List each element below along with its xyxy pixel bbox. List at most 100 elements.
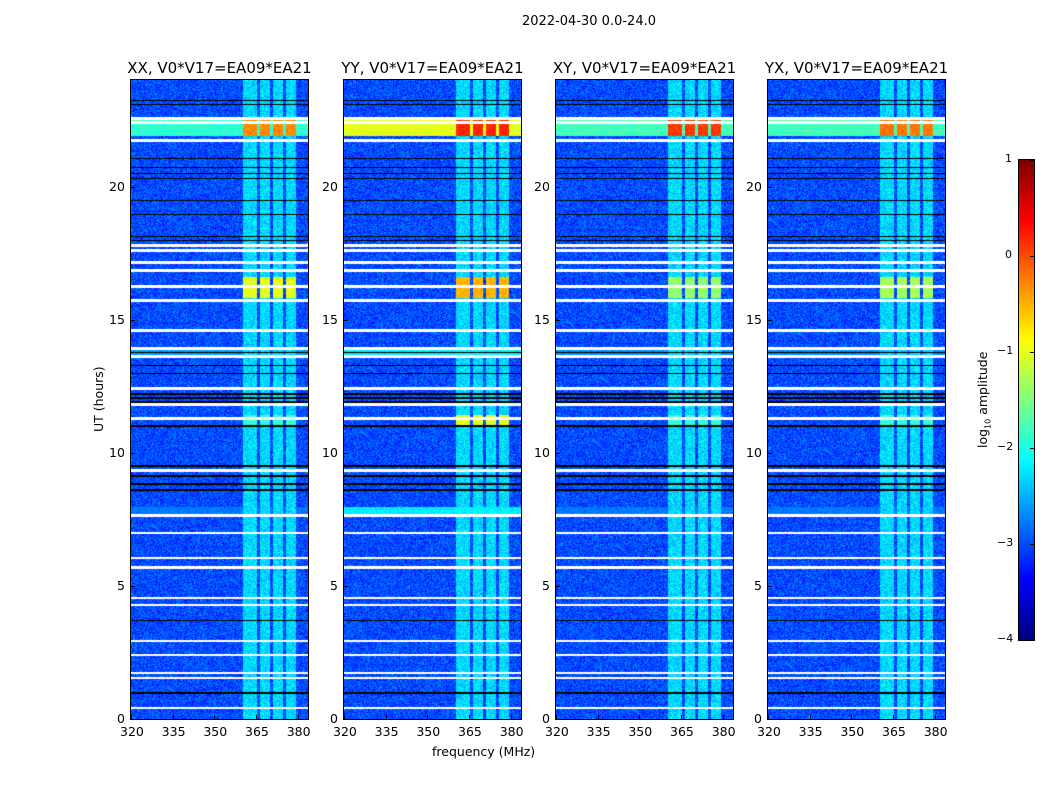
y-tick-mark bbox=[344, 319, 348, 321]
panel-title-xx: XX, V0*V17=EA09*EA21 bbox=[127, 59, 312, 77]
y-tick-label: 20 bbox=[322, 178, 338, 194]
x-tick-label: 365 bbox=[882, 724, 906, 739]
x-tick-mark bbox=[172, 715, 174, 719]
y-tick-label: 10 bbox=[322, 444, 338, 460]
y-axis-label: UT (hours) bbox=[91, 366, 106, 432]
x-tick-mark bbox=[214, 715, 216, 719]
y-tick-label: 5 bbox=[117, 577, 125, 593]
y-tick-label: 15 bbox=[109, 311, 125, 327]
y-tick-mark bbox=[131, 719, 135, 720]
x-axis-label: frequency (MHz) bbox=[432, 744, 536, 759]
x-tick-label: 380 bbox=[499, 724, 524, 739]
x-tick-label: 350 bbox=[416, 724, 441, 739]
y-tick-mark bbox=[556, 186, 560, 188]
y-tick-mark bbox=[556, 585, 560, 587]
heatmap-xx bbox=[131, 80, 308, 719]
x-tick-mark bbox=[256, 715, 258, 719]
colorbar-tick-label: −1 bbox=[997, 344, 1014, 357]
x-tick-mark bbox=[469, 715, 471, 719]
colorbar-tick-label: −2 bbox=[997, 440, 1014, 453]
y-tick-mark bbox=[131, 186, 135, 188]
y-tick-mark bbox=[556, 319, 560, 321]
x-tick-label: 380 bbox=[711, 724, 736, 739]
x-tick-label: 350 bbox=[840, 724, 865, 739]
panel-title-xy: XY, V0*V17=EA09*EA21 bbox=[552, 59, 737, 77]
colorbar-tick-mark bbox=[1030, 544, 1034, 545]
y-tick-mark bbox=[131, 452, 135, 454]
y-tick-mark bbox=[768, 186, 772, 188]
x-tick-label: 365 bbox=[458, 724, 482, 739]
y-tick-mark bbox=[344, 186, 348, 188]
x-tick-mark bbox=[681, 715, 683, 719]
colorbar-tick-mark bbox=[1030, 640, 1034, 641]
colorbar-tick-mark bbox=[1030, 256, 1034, 257]
x-tick-mark bbox=[131, 715, 132, 719]
x-tick-label: 320 bbox=[545, 724, 569, 739]
y-tick-label: 0 bbox=[330, 711, 338, 726]
colorbar-label-rest: amplitude bbox=[975, 351, 990, 419]
colorbar-label-main: log bbox=[975, 428, 990, 448]
panel-title-yy: YY, V0*V17=EA09*EA21 bbox=[341, 59, 524, 77]
colorbar-tick-mark bbox=[1030, 448, 1034, 449]
y-tick-mark bbox=[344, 585, 348, 587]
y-tick-mark bbox=[556, 719, 560, 720]
x-tick-label: 365 bbox=[670, 724, 694, 739]
x-tick-label: 320 bbox=[120, 724, 144, 739]
y-tick-mark bbox=[768, 319, 772, 321]
y-tick-label: 20 bbox=[746, 178, 762, 194]
y-tick-mark bbox=[768, 719, 772, 720]
colorbar-label-sub: 10 bbox=[983, 418, 993, 429]
y-tick-mark bbox=[344, 452, 348, 454]
x-tick-label: 380 bbox=[923, 724, 948, 739]
x-tick-mark bbox=[768, 715, 769, 719]
colorbar-tick-label: 0 bbox=[1005, 248, 1012, 261]
y-tick-label: 5 bbox=[542, 577, 550, 593]
x-tick-label: 320 bbox=[757, 724, 781, 739]
x-tick-mark bbox=[893, 715, 895, 719]
y-tick-mark bbox=[344, 719, 348, 720]
y-tick-label: 0 bbox=[542, 711, 550, 726]
x-tick-mark bbox=[722, 715, 724, 719]
x-tick-mark bbox=[427, 715, 429, 719]
x-tick-mark bbox=[556, 715, 557, 719]
x-tick-mark bbox=[297, 715, 299, 719]
x-tick-mark bbox=[597, 715, 599, 719]
x-tick-mark bbox=[639, 715, 641, 719]
colorbar-tick-mark bbox=[1030, 160, 1034, 161]
colorbar-tick-label: −4 bbox=[997, 632, 1014, 645]
x-tick-label: 365 bbox=[245, 724, 269, 739]
y-tick-label: 15 bbox=[534, 311, 550, 327]
colorbar-tick-mark bbox=[1030, 352, 1034, 353]
y-tick-label: 20 bbox=[534, 178, 550, 194]
heatmap-yx bbox=[768, 80, 945, 719]
x-tick-mark bbox=[851, 715, 853, 719]
y-tick-label: 10 bbox=[534, 444, 550, 460]
y-tick-label: 20 bbox=[109, 178, 125, 194]
x-tick-mark bbox=[510, 715, 512, 719]
colorbar bbox=[1019, 160, 1034, 640]
heatmap-yy bbox=[344, 80, 521, 719]
x-tick-mark bbox=[934, 715, 936, 719]
colorbar-label: log10 amplitude bbox=[975, 352, 993, 448]
x-tick-label: 380 bbox=[286, 724, 311, 739]
colorbar-tick-label: −3 bbox=[997, 536, 1014, 549]
x-tick-mark bbox=[809, 715, 811, 719]
y-tick-label: 0 bbox=[117, 711, 125, 726]
figure-title: 2022-04-30 0.0-24.0 bbox=[522, 14, 656, 29]
x-tick-mark bbox=[344, 715, 345, 719]
x-tick-label: 335 bbox=[586, 724, 611, 739]
y-tick-label: 5 bbox=[754, 577, 762, 593]
y-tick-label: 0 bbox=[754, 711, 762, 726]
x-tick-mark bbox=[385, 715, 387, 719]
y-tick-mark bbox=[131, 585, 135, 587]
panel-title-yx: YX, V0*V17=EA09*EA21 bbox=[764, 59, 949, 77]
x-tick-label: 350 bbox=[628, 724, 653, 739]
y-tick-label: 10 bbox=[109, 444, 125, 460]
y-tick-mark bbox=[768, 585, 772, 587]
x-tick-label: 335 bbox=[161, 724, 186, 739]
colorbar-tick-label: 1 bbox=[1005, 152, 1012, 165]
x-tick-label: 335 bbox=[374, 724, 399, 739]
y-tick-label: 5 bbox=[330, 577, 338, 593]
y-tick-mark bbox=[768, 452, 772, 454]
